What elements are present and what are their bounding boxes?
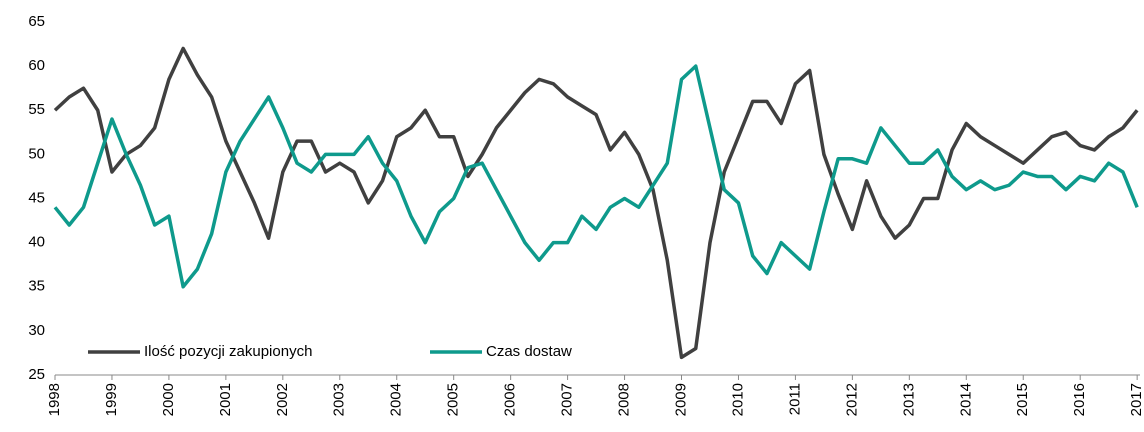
y-tick-label: 60 (28, 57, 45, 74)
y-tick-label: 30 (28, 322, 45, 339)
x-tick-label: 2000 (160, 383, 177, 416)
x-tick-label: 2004 (388, 383, 405, 416)
x-tick-label: 2012 (843, 383, 860, 416)
y-tick-label: 45 (28, 189, 45, 206)
x-tick-label: 2014 (957, 383, 974, 416)
x-tick-label: 2002 (274, 383, 291, 416)
y-tick-label: 40 (28, 234, 45, 251)
y-tick-label: 55 (28, 101, 45, 118)
y-tick-label: 25 (28, 366, 45, 383)
legend-label: Ilość pozycji zakupionych (144, 343, 312, 360)
x-tick-label: 2009 (672, 383, 689, 416)
x-tick-label: 2015 (1014, 383, 1031, 416)
x-tick-label: 2010 (729, 383, 746, 416)
series-line (53, 64, 1139, 289)
x-tick-label: 2011 (786, 383, 803, 415)
x-tick-label: 2001 (217, 383, 234, 416)
y-tick-label: 50 (28, 145, 45, 162)
x-tick-label: 2003 (331, 383, 348, 416)
x-tick-label: 2006 (502, 383, 519, 416)
x-tick-label: 2008 (616, 383, 633, 416)
x-tick-label: 2016 (1071, 383, 1088, 416)
y-tick-label: 65 (28, 13, 45, 30)
x-tick-label: 1998 (46, 383, 63, 416)
x-tick-label: 2017 (1128, 383, 1144, 416)
x-tick-label: 2007 (559, 383, 576, 416)
legend-label: Czas dostaw (486, 343, 572, 360)
x-tick-label: 2013 (900, 383, 917, 416)
x-tick-label: 2005 (445, 383, 462, 416)
x-tick-label: 1999 (103, 383, 120, 416)
y-tick-label: 35 (28, 278, 45, 295)
series-line (53, 46, 1139, 360)
